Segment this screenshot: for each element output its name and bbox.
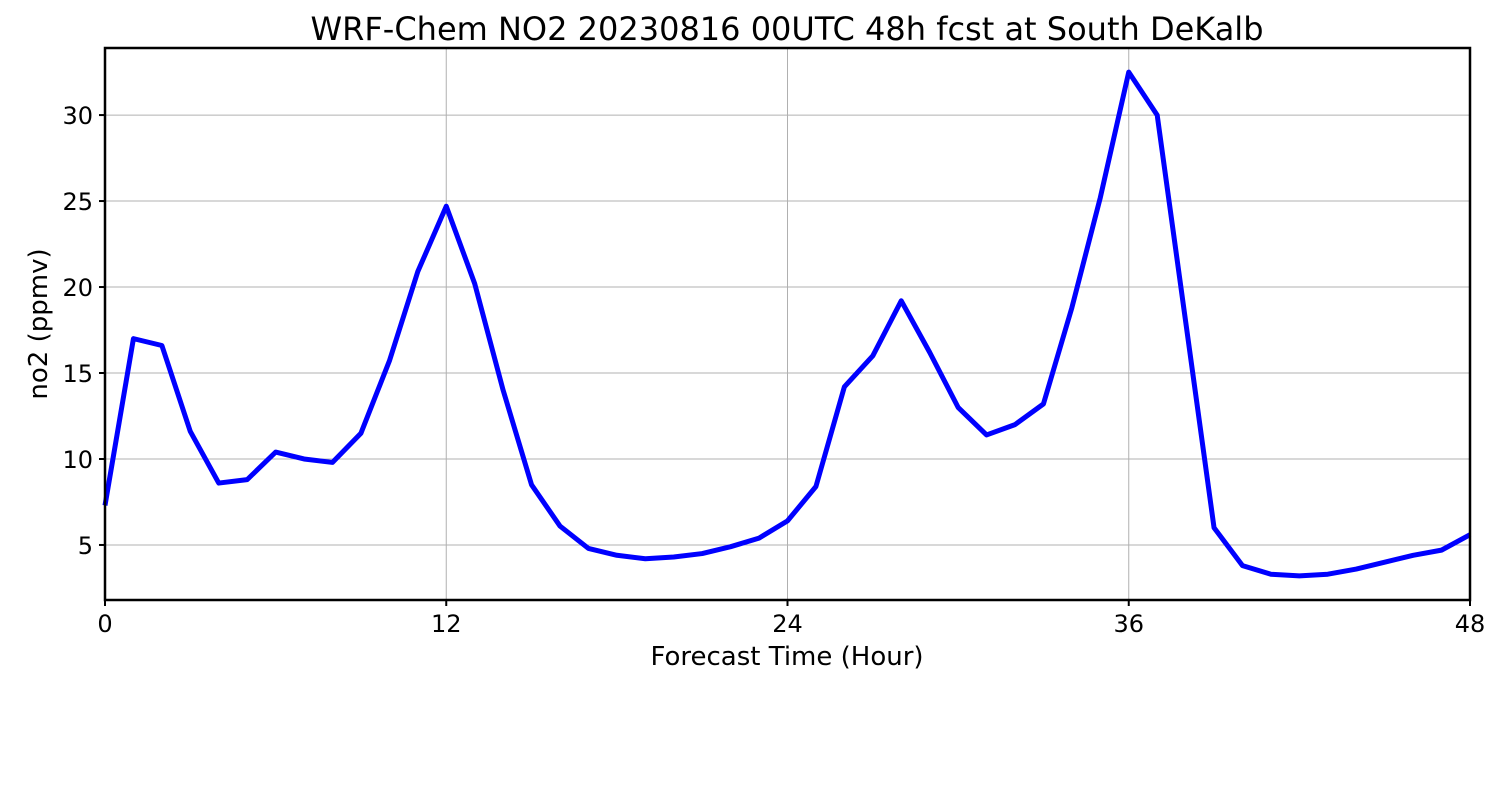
x-tick-label: 36 bbox=[1113, 610, 1144, 638]
y-tick-label: 15 bbox=[62, 360, 93, 388]
x-tick-label: 24 bbox=[772, 610, 803, 638]
chart-title: WRF-Chem NO2 20230816 00UTC 48h fcst at … bbox=[311, 10, 1264, 48]
y-tick-label: 30 bbox=[62, 102, 93, 130]
x-tick-label: 0 bbox=[97, 610, 112, 638]
y-axis-ticks: 5 10 15 20 25 30 bbox=[62, 102, 105, 560]
y-tick-label: 20 bbox=[62, 274, 93, 302]
y-tick-label: 10 bbox=[62, 446, 93, 474]
x-axis-ticks: 0 12 24 36 48 bbox=[97, 600, 1485, 638]
y-axis-label: no2 (ppmv) bbox=[24, 248, 54, 399]
series-line-group bbox=[102, 69, 1472, 579]
x-axis-label: Forecast Time (Hour) bbox=[650, 642, 923, 672]
x-tick-label: 48 bbox=[1455, 610, 1486, 638]
no2-series-line bbox=[102, 69, 1472, 579]
y-tick-label: 25 bbox=[62, 188, 93, 216]
x-tick-label: 12 bbox=[431, 610, 462, 638]
y-tick-label: 5 bbox=[78, 532, 93, 560]
